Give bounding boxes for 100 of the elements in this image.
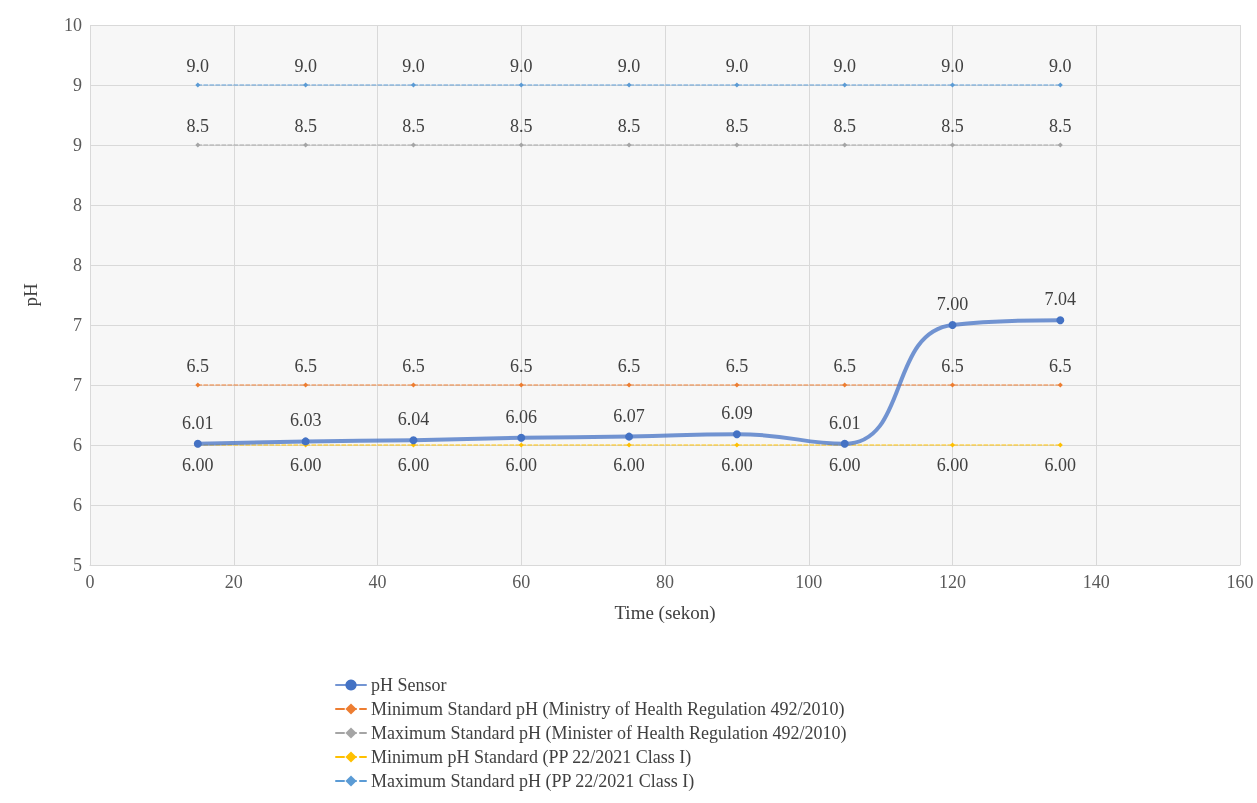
y-tick-label: 9 — [73, 135, 82, 155]
point — [734, 442, 740, 448]
point — [626, 82, 632, 88]
data-label: 6.01 — [182, 412, 214, 433]
data-label: 9.0 — [941, 55, 964, 76]
y-tick-label: 8 — [73, 255, 82, 275]
y-tick-label: 9 — [73, 75, 82, 95]
x-tick-label: 160 — [1226, 572, 1254, 592]
y-tick-label: 5 — [73, 555, 82, 575]
data-label: 6.5 — [510, 355, 533, 376]
point — [409, 436, 418, 445]
data-label: 6.00 — [828, 454, 861, 475]
data-label: 6.07 — [613, 405, 645, 426]
x-axis-title: Time (sekon) — [614, 602, 716, 624]
data-label: 9.0 — [294, 55, 317, 76]
x-tick-label: 80 — [656, 572, 674, 592]
data-label: 6.5 — [294, 355, 317, 376]
point — [1056, 316, 1065, 325]
x-tick-label: 20 — [224, 572, 243, 592]
point — [732, 430, 741, 439]
point — [625, 432, 634, 441]
point — [842, 142, 848, 148]
point — [950, 82, 955, 88]
point — [410, 382, 416, 388]
data-label: 8.5 — [510, 115, 533, 136]
point — [195, 142, 201, 148]
point — [303, 82, 309, 88]
point — [950, 382, 955, 388]
y-tick-label: 7 — [73, 375, 82, 395]
data-label: 6.03 — [289, 410, 322, 431]
data-label: 8.5 — [186, 115, 210, 136]
point — [195, 82, 201, 88]
data-label: 8.5 — [294, 115, 317, 136]
data-label: 6.00 — [1044, 454, 1077, 475]
data-label: 6.00 — [289, 454, 322, 475]
data-label: 6.00 — [936, 454, 969, 475]
point — [734, 142, 740, 148]
data-label: 6.00 — [182, 454, 214, 475]
point — [518, 142, 524, 148]
data-label: 6.00 — [505, 454, 537, 475]
data-label: 7.04 — [1044, 289, 1077, 310]
data-label: 9.0 — [510, 55, 533, 76]
data-label: 9.0 — [617, 55, 641, 76]
legend-label: Maximum Standard pH (PP 22/2021 Class I) — [371, 771, 695, 792]
point — [950, 142, 955, 148]
point — [303, 142, 309, 148]
y-tick-label: 6 — [73, 435, 82, 455]
y-tick-label: 10 — [64, 15, 82, 35]
y-tick-label: 6 — [73, 495, 82, 515]
x-tick-label: 60 — [512, 572, 531, 592]
data-label: 6.04 — [397, 409, 430, 430]
point — [518, 442, 524, 448]
point — [950, 442, 955, 448]
x-tick-label: 40 — [368, 572, 387, 592]
data-label: 6.5 — [1049, 355, 1072, 376]
data-label: 9.0 — [186, 55, 210, 76]
data-label: 6.06 — [505, 406, 537, 427]
point — [842, 82, 848, 88]
point — [948, 321, 957, 329]
legend-label: Minimum pH Standard (PP 22/2021 Class I) — [371, 747, 692, 768]
point — [626, 442, 632, 448]
data-label: 6.09 — [721, 403, 753, 424]
data-label: 8.5 — [402, 115, 425, 136]
point — [518, 82, 524, 88]
data-label: 8.5 — [617, 115, 641, 136]
data-label: 7.00 — [936, 294, 969, 314]
data-label: 6.5 — [186, 355, 210, 376]
point — [195, 382, 201, 388]
point — [734, 382, 740, 388]
data-label: 6.5 — [941, 355, 964, 376]
point — [1057, 442, 1063, 448]
data-label: 6.00 — [721, 454, 753, 475]
data-label: 9.0 — [725, 55, 749, 76]
point — [410, 82, 416, 88]
data-label: 6.00 — [397, 454, 430, 475]
point — [1057, 82, 1063, 88]
data-label: 6.5 — [833, 355, 856, 376]
point — [517, 433, 526, 442]
point — [842, 382, 848, 388]
legend-label: Maximum Standard pH (Minister of Health Regulation 492/2010) — [371, 723, 847, 744]
data-label: 6.5 — [725, 355, 749, 376]
data-label: 8.5 — [941, 115, 964, 136]
point — [626, 382, 632, 388]
y-tick-label: 7 — [73, 315, 82, 335]
data-label: 8.5 — [725, 115, 749, 136]
point — [1057, 142, 1063, 148]
x-tick-label: 100 — [795, 572, 823, 592]
legend-label: Minimum Standard pH (Ministry of Health Regulation 492/2010) — [371, 699, 845, 720]
point — [303, 382, 309, 388]
data-label: 6.00 — [613, 454, 645, 475]
data-label: 6.5 — [402, 355, 425, 376]
point — [1057, 382, 1063, 388]
data-label: 8.5 — [1049, 115, 1072, 136]
x-tick-label: 0 — [85, 572, 95, 592]
point — [734, 82, 740, 88]
data-label: 6.01 — [828, 412, 861, 433]
point — [410, 142, 416, 148]
x-tick-label: 140 — [1082, 572, 1110, 592]
data-label: 8.5 — [833, 115, 856, 136]
data-label: 6.5 — [617, 355, 641, 376]
